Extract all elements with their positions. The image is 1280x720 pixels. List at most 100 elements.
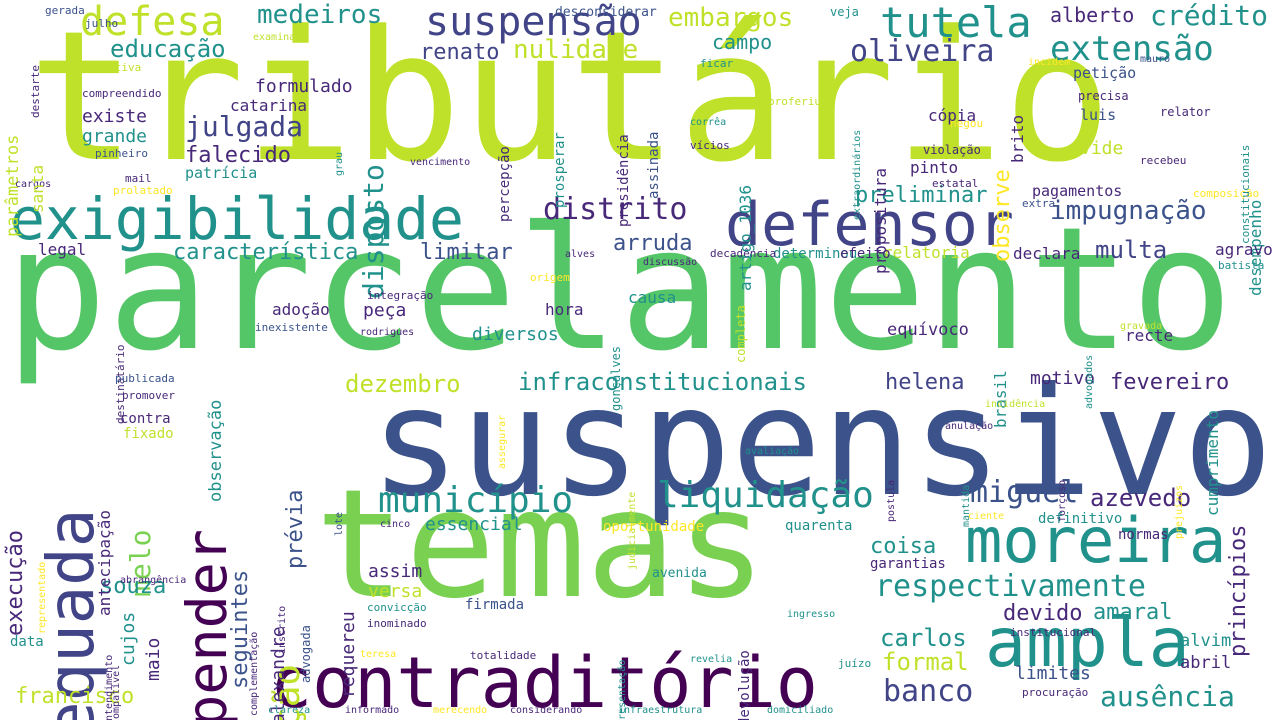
- word-alves: alves: [565, 249, 596, 260]
- word-inexistente: inexistente: [255, 321, 328, 334]
- word-proferiu: proferiu: [768, 95, 821, 108]
- word-garantias: garantias: [870, 556, 946, 572]
- word-patr-cia: patrícia: [185, 164, 258, 182]
- word-pe-a: peça: [363, 300, 407, 321]
- word-suspens-o: suspensão: [425, 0, 642, 45]
- word-amaral: amaral: [1093, 600, 1173, 625]
- word-ficar: ficar: [700, 57, 734, 70]
- word-composi-o: composição: [1193, 187, 1260, 200]
- word-fevereiro: fevereiro: [1110, 370, 1230, 395]
- word-formulado: formulado: [255, 76, 353, 97]
- word-campo: campo: [712, 30, 773, 54]
- word-ciente: ciente: [968, 511, 1005, 522]
- word-pinheiro: pinheiro: [95, 147, 148, 160]
- word-constitucionais: constitucionais: [1239, 144, 1252, 244]
- word-avenida: avenida: [652, 566, 707, 581]
- word-oportunidade: oportunidade: [603, 519, 705, 535]
- word-percep-o: percepção: [497, 146, 513, 222]
- word-anula-o: anulação: [945, 421, 994, 432]
- word-carlos: carlos: [880, 624, 967, 652]
- word-extraordin-rios: extraordinários: [852, 129, 863, 220]
- word-cujos: cujos: [118, 611, 139, 666]
- word-abrang-ncia: abrangência: [120, 575, 187, 586]
- word-cargos: cargos: [15, 179, 52, 190]
- word-avalia-o: avaliação: [745, 446, 800, 457]
- word-batista: batista: [1218, 259, 1265, 272]
- word-data: data: [10, 634, 44, 650]
- word-suspensivo: suspensivo: [370, 356, 1274, 530]
- word-moreira: moreira: [965, 504, 1227, 577]
- word-entendimento: entendimento: [104, 654, 115, 720]
- word-mauro: mauro: [1140, 54, 1171, 65]
- word-antecipa-o: antecipação: [95, 510, 114, 616]
- word-falecido: falecido: [185, 143, 291, 168]
- word-infraconstitucionais: infraconstitucionais: [518, 368, 807, 396]
- word-disposto: disposto: [357, 164, 390, 299]
- word-causa: causa: [628, 288, 677, 307]
- word-ju-zo: juízo: [838, 657, 872, 670]
- word-pinto: pinto: [910, 158, 959, 177]
- word-teresa: teresa: [360, 649, 397, 660]
- word-medeiros: medeiros: [257, 0, 383, 30]
- word-destarte: destarte: [29, 65, 42, 118]
- word-informado: informado: [345, 705, 400, 716]
- word-observe: observe: [990, 169, 1015, 262]
- word-devido: devido: [1003, 601, 1083, 626]
- word-artigo-1036: artigo_1036: [736, 185, 755, 291]
- word-integra-o: integração: [367, 289, 434, 302]
- word-incidem: incidem: [1028, 57, 1071, 68]
- word-veja: veja: [830, 5, 859, 19]
- word-totalidade: totalidade: [470, 649, 537, 662]
- word-miguel: miguel: [970, 475, 1079, 510]
- word-efeito: efeito: [840, 246, 891, 262]
- word-corr-a: corrêa: [690, 117, 727, 128]
- word-publicada: publicada: [115, 372, 175, 385]
- word-caracter-stica: característica: [173, 240, 359, 265]
- word-embargos: embargos: [668, 3, 794, 33]
- word-presid-ncia: presidência: [616, 134, 632, 227]
- word-extens-o: extensão: [1050, 29, 1214, 69]
- word-preliminar: preliminar: [855, 183, 988, 208]
- word-legal: legal: [38, 240, 87, 259]
- word-promover: promover: [122, 389, 175, 402]
- word-impugna-o: impugnação: [1050, 196, 1207, 226]
- word-tribut-rio: tributário: [28, 0, 1112, 202]
- word-completa: completa: [734, 305, 748, 363]
- word-ado-o: adoção: [272, 300, 330, 319]
- word-tutela: tutela: [880, 0, 1032, 47]
- word-hora: hora: [545, 300, 584, 319]
- word-c-pia: cópia: [928, 106, 977, 125]
- word-grau: grau: [334, 151, 345, 176]
- word-domiciliado: domiciliado: [767, 705, 834, 716]
- word-helena: helena: [885, 370, 965, 395]
- word-arruda: arruda: [613, 231, 693, 256]
- word-convic-o: convicção: [367, 601, 427, 614]
- word-limitar: limitar: [420, 240, 513, 265]
- word-devolu-o: devolução: [737, 650, 753, 720]
- word-existe: existe: [82, 106, 148, 127]
- word-ingresso: ingresso: [787, 609, 836, 620]
- word-normas: normas: [1118, 527, 1169, 543]
- word-gon-alves: gonçalves: [609, 345, 623, 411]
- word-execu-o: execução: [3, 530, 28, 636]
- word-defensor: defensor: [725, 190, 1014, 260]
- word-francisco: francisco: [15, 684, 135, 709]
- word-origem: origem: [530, 271, 570, 284]
- word-incid-ncia: incidência: [985, 399, 1046, 410]
- word-liquida-o: liquidação: [657, 475, 874, 516]
- word-revelia: revelia: [690, 654, 733, 665]
- word-estatal: estatal: [932, 177, 979, 190]
- word-decad-ncia: decadência: [710, 247, 777, 260]
- word-clareza: clareza: [268, 705, 311, 716]
- word-pagamentos: pagamentos: [1032, 182, 1123, 200]
- word-assim: assim: [368, 561, 423, 582]
- word-versa: versa: [368, 581, 423, 602]
- word-vide: vide: [1080, 138, 1124, 159]
- word-luis: luis: [1080, 106, 1117, 124]
- word-definitivo: definitivo: [1038, 511, 1123, 527]
- word-brito: brito: [1008, 114, 1027, 163]
- word-temas: temas: [315, 458, 767, 632]
- word-pr-via: prévia: [283, 489, 308, 569]
- word-grande: grande: [82, 126, 148, 147]
- word-maio: maio: [143, 637, 164, 681]
